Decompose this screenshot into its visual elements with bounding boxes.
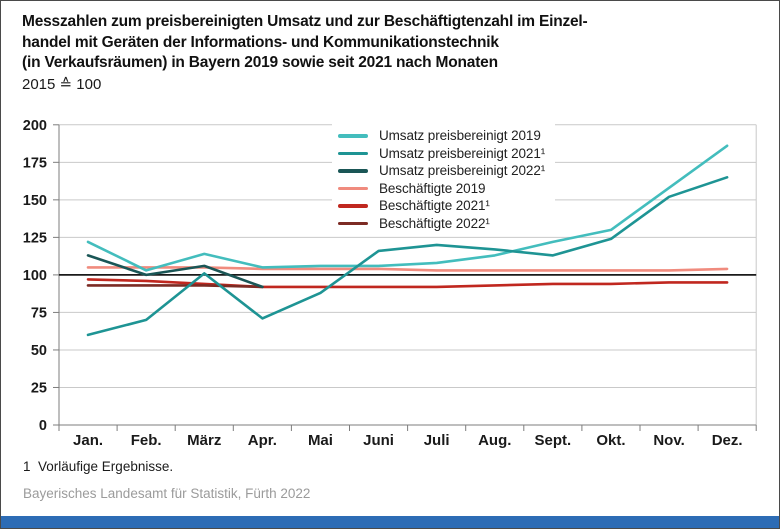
index-base-note: 2015 ≙ 100 bbox=[22, 75, 102, 93]
source-note: Bayerisches Landesamt für Statistik, Für… bbox=[23, 486, 311, 501]
legend-line-swatch bbox=[338, 221, 368, 225]
legend-label: Beschäftigte 2021¹ bbox=[379, 198, 490, 214]
x-tick-label: Nov. bbox=[653, 432, 684, 449]
legend-label: Umsatz preisbereinigt 2021¹ bbox=[379, 145, 546, 161]
title-line-2: handel mit Geräten der Informations- und… bbox=[22, 33, 499, 51]
y-tick-label: 125 bbox=[23, 230, 47, 246]
legend-line-swatch bbox=[338, 169, 368, 173]
series-line bbox=[86, 278, 729, 289]
series-line bbox=[86, 144, 729, 272]
legend-item: Beschäftigte 2021¹ bbox=[338, 197, 545, 215]
legend-label: Umsatz preisbereinigt 2022¹ bbox=[379, 163, 546, 179]
legend-item: Umsatz preisbereinigt 2021¹ bbox=[338, 145, 545, 163]
y-tick-label: 25 bbox=[31, 380, 47, 396]
legend-item: Umsatz preisbereinigt 2019 bbox=[338, 127, 545, 145]
x-tick-label: Aug. bbox=[478, 432, 511, 449]
line-chart-plot: 0 25 50 75 100 125 150 175 200 Jan. Feb. März Apr. Ma… bbox=[23, 118, 757, 449]
legend-item: Umsatz preisbereinigt 2022¹ bbox=[338, 162, 545, 180]
legend-line-swatch bbox=[338, 151, 368, 155]
series-line bbox=[86, 176, 729, 337]
series-line bbox=[86, 254, 264, 289]
y-tick-label: 50 bbox=[31, 343, 47, 359]
x-tick-label: Juli bbox=[424, 432, 450, 449]
y-tick-label: 0 bbox=[39, 418, 47, 434]
x-tick-label: Mai bbox=[308, 432, 333, 449]
x-tick-label: Jan. bbox=[73, 432, 103, 449]
legend-label: Beschäftigte 2019 bbox=[379, 180, 486, 196]
x-tick-label: März bbox=[187, 432, 221, 449]
legend-item: Beschäftigte 2019 bbox=[338, 180, 545, 198]
x-tick-label: Feb. bbox=[131, 432, 162, 449]
series-line bbox=[86, 284, 264, 289]
x-tick-label: Dez. bbox=[712, 432, 743, 449]
title-line-3: (in Verkaufsräumen) in Bayern 2019 sowie… bbox=[22, 54, 498, 71]
legend-item: Beschäftigte 2022¹ bbox=[338, 215, 545, 233]
y-tick-label: 75 bbox=[31, 305, 47, 321]
legend-line-swatch bbox=[338, 186, 368, 190]
footer-bar bbox=[1, 516, 779, 528]
legend-line-swatch bbox=[338, 134, 368, 138]
footnote: 1 Vorläufige Ergebnisse. bbox=[23, 459, 174, 474]
x-tick-label: Juni bbox=[363, 432, 394, 449]
x-tick-label: Apr. bbox=[248, 432, 277, 449]
x-tick-label: Okt. bbox=[596, 432, 625, 449]
y-tick-label: 200 bbox=[23, 118, 47, 134]
legend-line-swatch bbox=[338, 204, 368, 208]
chart-legend: Umsatz preisbereinigt 2019 Umsatz preisbe… bbox=[332, 124, 556, 235]
legend-label: Umsatz preisbereinigt 2019 bbox=[379, 128, 541, 144]
x-tick-label: Sept. bbox=[535, 432, 572, 449]
chart-title-block: Messzahlen zum preisbereinigten Umsatz u… bbox=[22, 12, 767, 95]
y-tick-label: 100 bbox=[23, 268, 47, 284]
title-line-1: Messzahlen zum preisbereinigten Umsatz u… bbox=[22, 13, 588, 30]
y-tick-label: 150 bbox=[23, 193, 47, 209]
legend-label: Beschäftigte 2022¹ bbox=[379, 215, 490, 231]
y-tick-label: 175 bbox=[23, 155, 47, 171]
